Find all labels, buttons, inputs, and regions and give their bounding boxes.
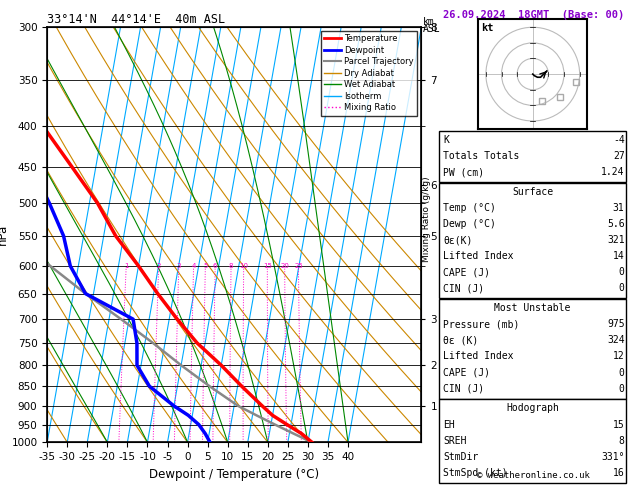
Text: 15: 15 [613,419,625,430]
Text: 25: 25 [294,263,303,269]
Text: 8: 8 [229,263,233,269]
Text: 975: 975 [607,319,625,330]
Text: CIN (J): CIN (J) [443,383,484,394]
Text: Most Unstable: Most Unstable [494,303,571,313]
Text: θε (K): θε (K) [443,335,479,346]
Text: 31: 31 [613,203,625,213]
X-axis label: Dewpoint / Temperature (°C): Dewpoint / Temperature (°C) [149,468,320,481]
Text: EH: EH [443,419,455,430]
Text: K: K [443,135,449,145]
Text: km: km [423,17,435,27]
Text: CIN (J): CIN (J) [443,283,484,294]
Text: ASL: ASL [423,24,440,35]
Text: -4: -4 [613,135,625,145]
Text: θε(K): θε(K) [443,235,473,245]
Text: StmSpd (kt): StmSpd (kt) [443,468,508,478]
Text: CAPE (J): CAPE (J) [443,367,491,378]
Text: StmDir: StmDir [443,451,479,462]
Text: 27: 27 [613,151,625,161]
Text: 8: 8 [619,435,625,446]
Text: © weatheronline.co.uk: © weatheronline.co.uk [477,471,590,480]
Text: Dewp (°C): Dewp (°C) [443,219,496,229]
Text: 1.24: 1.24 [601,167,625,177]
Text: 0: 0 [619,367,625,378]
Text: Hodograph: Hodograph [506,403,559,414]
Text: 10: 10 [239,263,248,269]
Text: 1: 1 [124,263,128,269]
Text: 5.6: 5.6 [607,219,625,229]
Text: 15: 15 [263,263,272,269]
Text: Lifted Index: Lifted Index [443,251,514,261]
Text: 331°: 331° [601,451,625,462]
Text: 33°14'N  44°14'E  40m ASL: 33°14'N 44°14'E 40m ASL [47,13,225,26]
Text: 2: 2 [157,263,161,269]
Text: SREH: SREH [443,435,467,446]
Text: 3: 3 [177,263,181,269]
Text: 4: 4 [191,263,196,269]
Text: kt: kt [481,23,494,33]
Text: Totals Totals: Totals Totals [443,151,520,161]
Text: 324: 324 [607,335,625,346]
Text: 5: 5 [203,263,208,269]
Text: 16: 16 [613,468,625,478]
Text: 20: 20 [281,263,289,269]
Text: 26.09.2024  18GMT  (Base: 00): 26.09.2024 18GMT (Base: 00) [443,10,624,20]
Text: 12: 12 [613,351,625,362]
Text: 0: 0 [619,267,625,278]
Text: 321: 321 [607,235,625,245]
Text: Surface: Surface [512,187,553,197]
Y-axis label: hPa: hPa [0,224,9,245]
Text: Pressure (mb): Pressure (mb) [443,319,520,330]
Text: Mixing Ratio (g/kg): Mixing Ratio (g/kg) [422,176,431,261]
Text: CAPE (J): CAPE (J) [443,267,491,278]
Text: Lifted Index: Lifted Index [443,351,514,362]
Text: Temp (°C): Temp (°C) [443,203,496,213]
Legend: Temperature, Dewpoint, Parcel Trajectory, Dry Adiabat, Wet Adiabat, Isotherm, Mi: Temperature, Dewpoint, Parcel Trajectory… [321,31,417,116]
Text: PW (cm): PW (cm) [443,167,484,177]
Text: 6: 6 [213,263,218,269]
Text: 0: 0 [619,283,625,294]
Text: 0: 0 [619,383,625,394]
Text: 14: 14 [613,251,625,261]
